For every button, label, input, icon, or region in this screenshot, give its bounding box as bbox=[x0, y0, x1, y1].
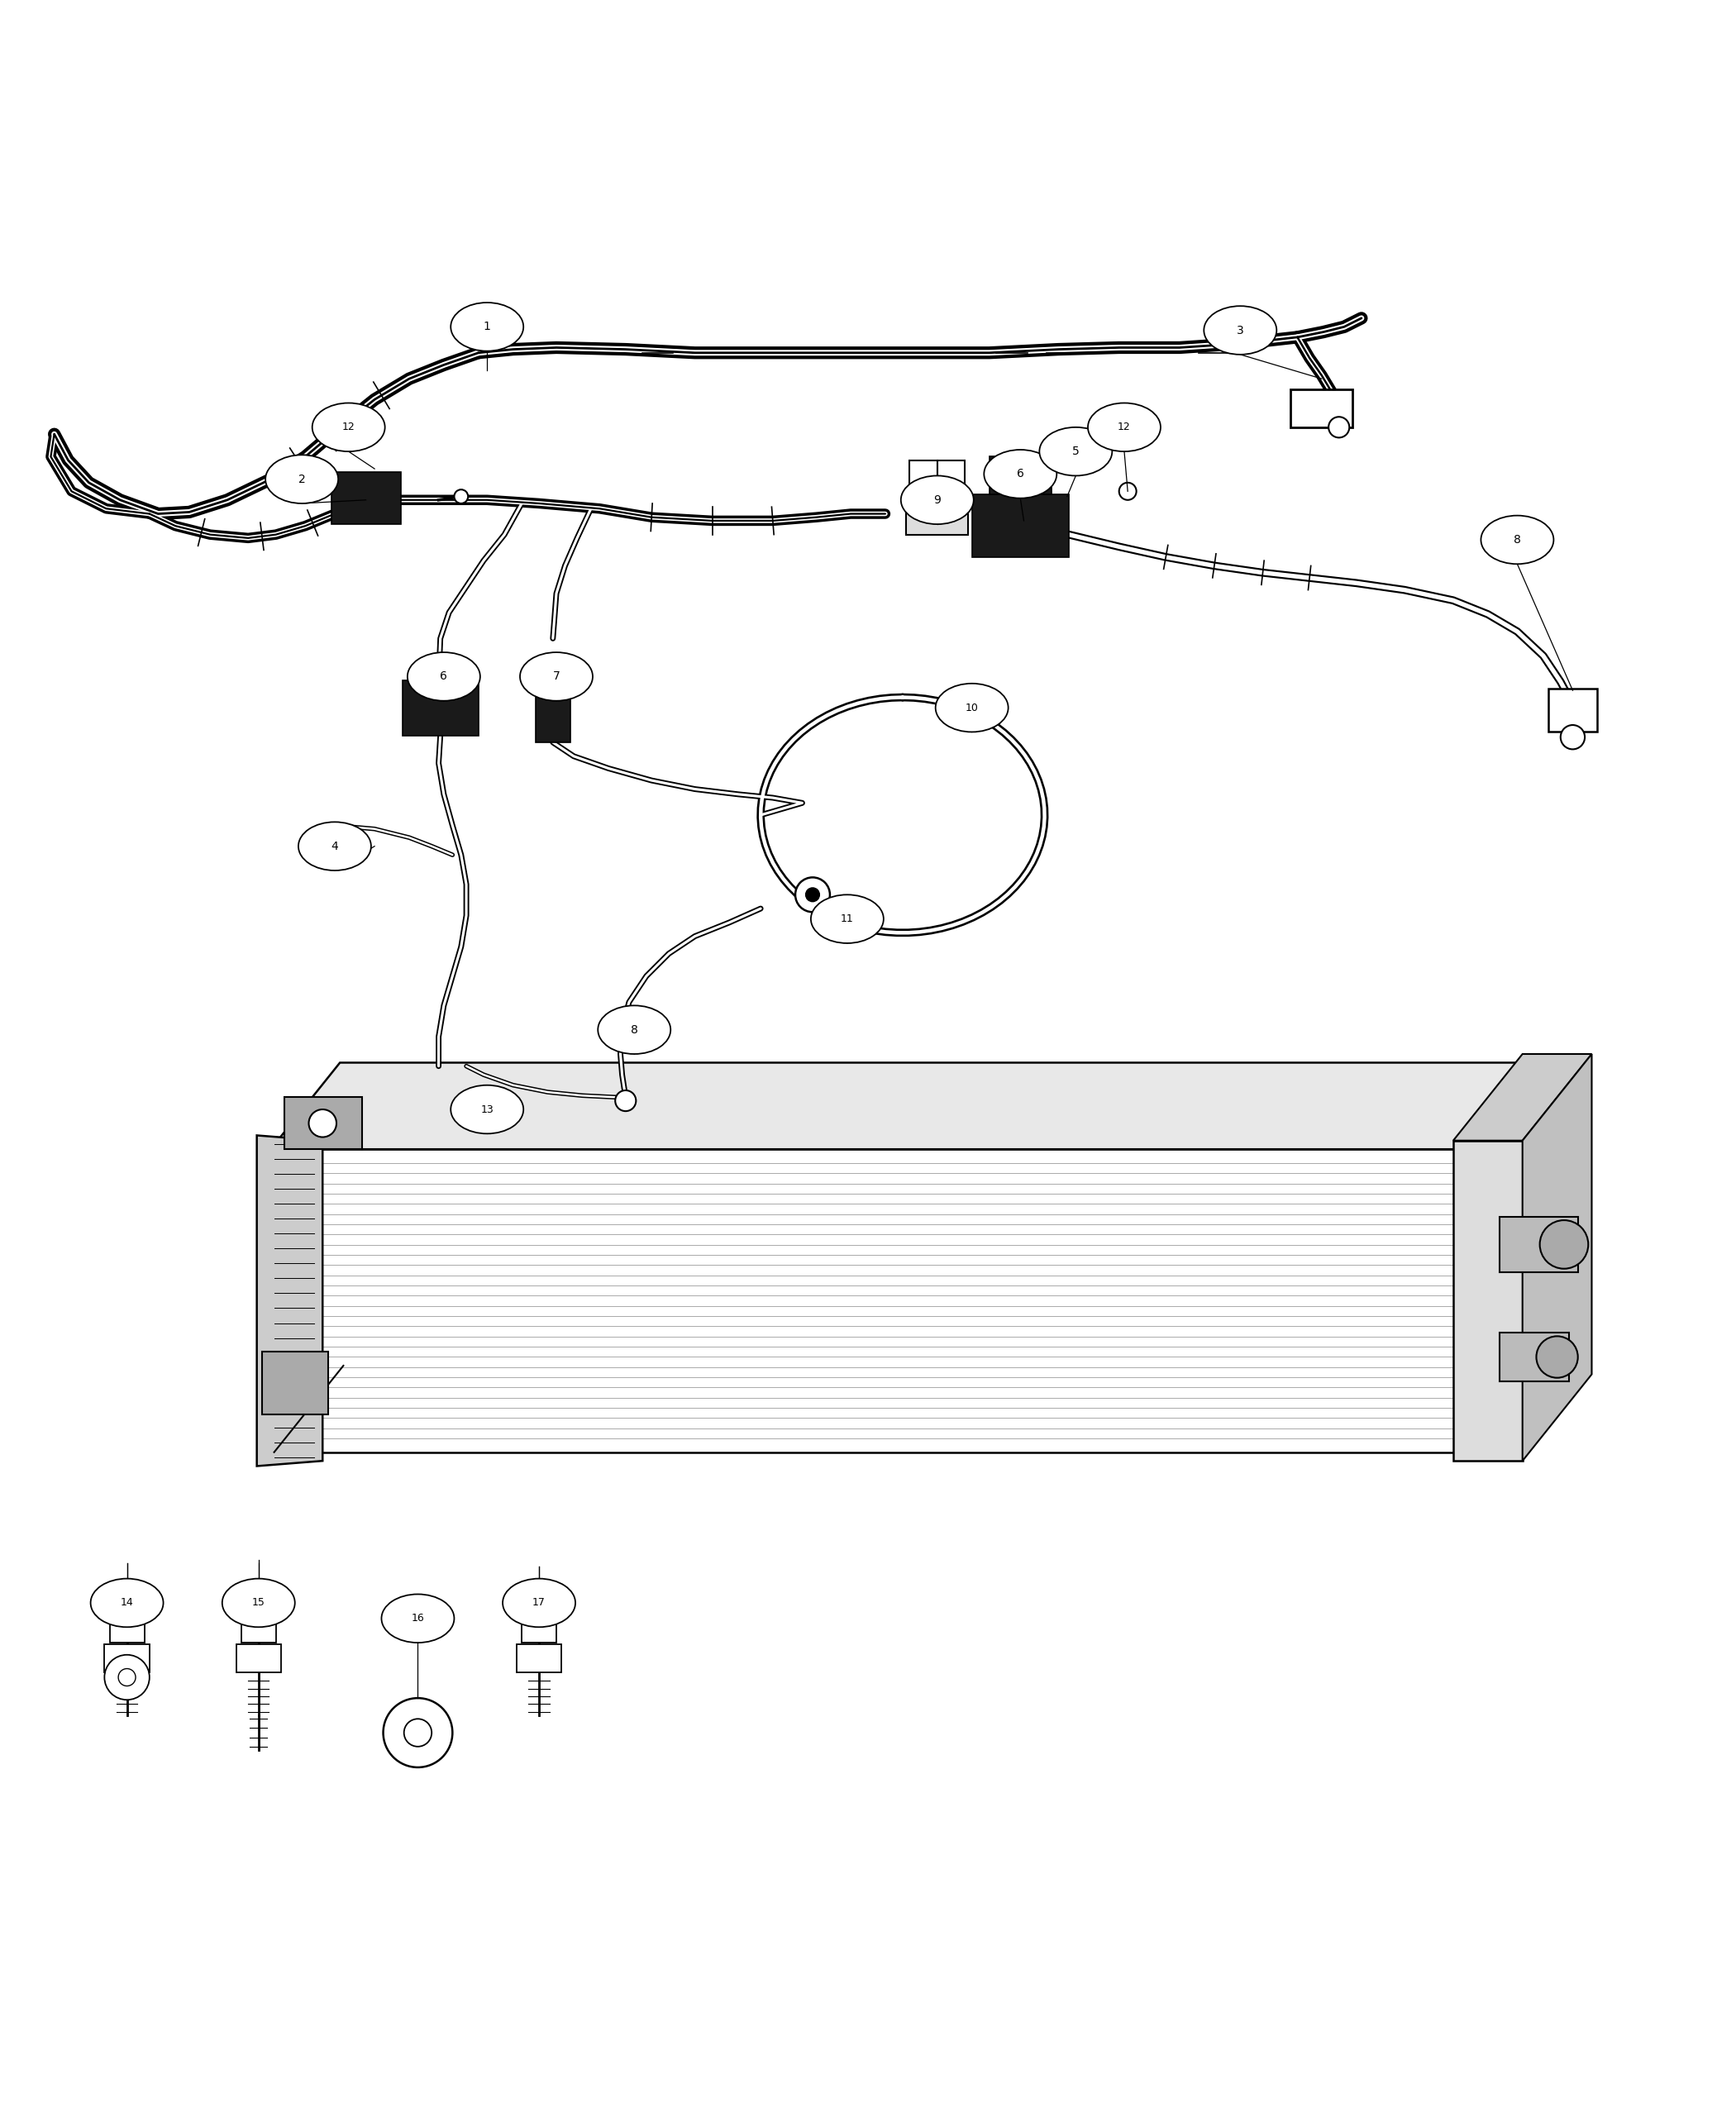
Circle shape bbox=[118, 1670, 135, 1686]
Bar bbox=[1500, 1216, 1578, 1271]
Text: 6: 6 bbox=[441, 670, 448, 683]
Circle shape bbox=[1561, 725, 1585, 748]
Circle shape bbox=[615, 1090, 635, 1111]
Bar bbox=[285, 1098, 363, 1149]
Ellipse shape bbox=[1088, 403, 1161, 451]
Circle shape bbox=[104, 1655, 149, 1699]
Polygon shape bbox=[1453, 1054, 1592, 1140]
Ellipse shape bbox=[90, 1579, 163, 1627]
Circle shape bbox=[806, 887, 819, 902]
Bar bbox=[403, 681, 479, 736]
Text: 13: 13 bbox=[481, 1105, 493, 1115]
Bar bbox=[536, 672, 569, 742]
Ellipse shape bbox=[521, 651, 592, 700]
Circle shape bbox=[1120, 483, 1137, 500]
Text: 10: 10 bbox=[965, 702, 979, 713]
Ellipse shape bbox=[222, 1579, 295, 1627]
Bar bbox=[236, 1644, 281, 1672]
Ellipse shape bbox=[984, 449, 1057, 497]
Bar bbox=[972, 495, 1069, 557]
Polygon shape bbox=[1453, 1140, 1522, 1461]
Circle shape bbox=[1536, 1336, 1578, 1379]
Bar bbox=[1024, 457, 1052, 495]
Text: 12: 12 bbox=[342, 422, 356, 432]
Bar bbox=[990, 457, 1017, 495]
Bar bbox=[910, 460, 937, 504]
Ellipse shape bbox=[1203, 306, 1276, 354]
Text: 17: 17 bbox=[533, 1598, 545, 1608]
Bar bbox=[104, 1644, 149, 1672]
Ellipse shape bbox=[299, 822, 372, 871]
Ellipse shape bbox=[266, 455, 339, 504]
Ellipse shape bbox=[382, 1594, 455, 1642]
Ellipse shape bbox=[408, 651, 481, 700]
Polygon shape bbox=[1522, 1054, 1592, 1461]
Text: 7: 7 bbox=[552, 670, 561, 683]
Ellipse shape bbox=[312, 403, 385, 451]
Text: 11: 11 bbox=[840, 913, 854, 923]
Ellipse shape bbox=[597, 1006, 670, 1054]
Bar bbox=[109, 1611, 144, 1642]
Ellipse shape bbox=[1040, 428, 1113, 476]
Text: 8: 8 bbox=[1514, 533, 1521, 546]
Bar bbox=[1500, 1332, 1569, 1381]
Circle shape bbox=[1540, 1221, 1588, 1269]
Text: 8: 8 bbox=[630, 1024, 637, 1035]
Text: 2: 2 bbox=[299, 474, 306, 485]
Bar bbox=[523, 1611, 556, 1642]
Ellipse shape bbox=[451, 304, 524, 352]
Text: 16: 16 bbox=[411, 1613, 424, 1623]
Bar bbox=[906, 506, 969, 535]
Bar bbox=[241, 1611, 276, 1642]
Bar bbox=[517, 1644, 561, 1672]
Ellipse shape bbox=[936, 683, 1009, 731]
Text: 12: 12 bbox=[1118, 422, 1130, 432]
Circle shape bbox=[404, 1718, 432, 1748]
Circle shape bbox=[309, 1109, 337, 1136]
Polygon shape bbox=[257, 1136, 323, 1465]
Ellipse shape bbox=[811, 894, 884, 942]
Text: 4: 4 bbox=[332, 841, 339, 852]
Text: 9: 9 bbox=[934, 493, 941, 506]
Text: 1: 1 bbox=[483, 320, 491, 333]
Text: 3: 3 bbox=[1236, 325, 1245, 335]
Ellipse shape bbox=[1481, 516, 1554, 565]
Circle shape bbox=[455, 489, 469, 504]
Bar bbox=[332, 472, 401, 525]
Circle shape bbox=[384, 1699, 453, 1767]
Circle shape bbox=[795, 877, 830, 913]
Text: 5: 5 bbox=[1073, 445, 1080, 457]
Bar bbox=[1290, 390, 1352, 428]
Text: 14: 14 bbox=[120, 1598, 134, 1608]
Bar bbox=[1549, 689, 1597, 731]
Text: 6: 6 bbox=[1017, 468, 1024, 481]
Bar bbox=[262, 1351, 328, 1414]
Ellipse shape bbox=[451, 1086, 524, 1134]
Ellipse shape bbox=[901, 476, 974, 525]
Ellipse shape bbox=[503, 1579, 575, 1627]
Circle shape bbox=[1328, 417, 1349, 438]
Polygon shape bbox=[271, 1062, 1578, 1149]
Bar bbox=[937, 460, 965, 504]
Text: 15: 15 bbox=[252, 1598, 266, 1608]
Polygon shape bbox=[271, 1149, 1509, 1452]
Polygon shape bbox=[1509, 1062, 1578, 1452]
